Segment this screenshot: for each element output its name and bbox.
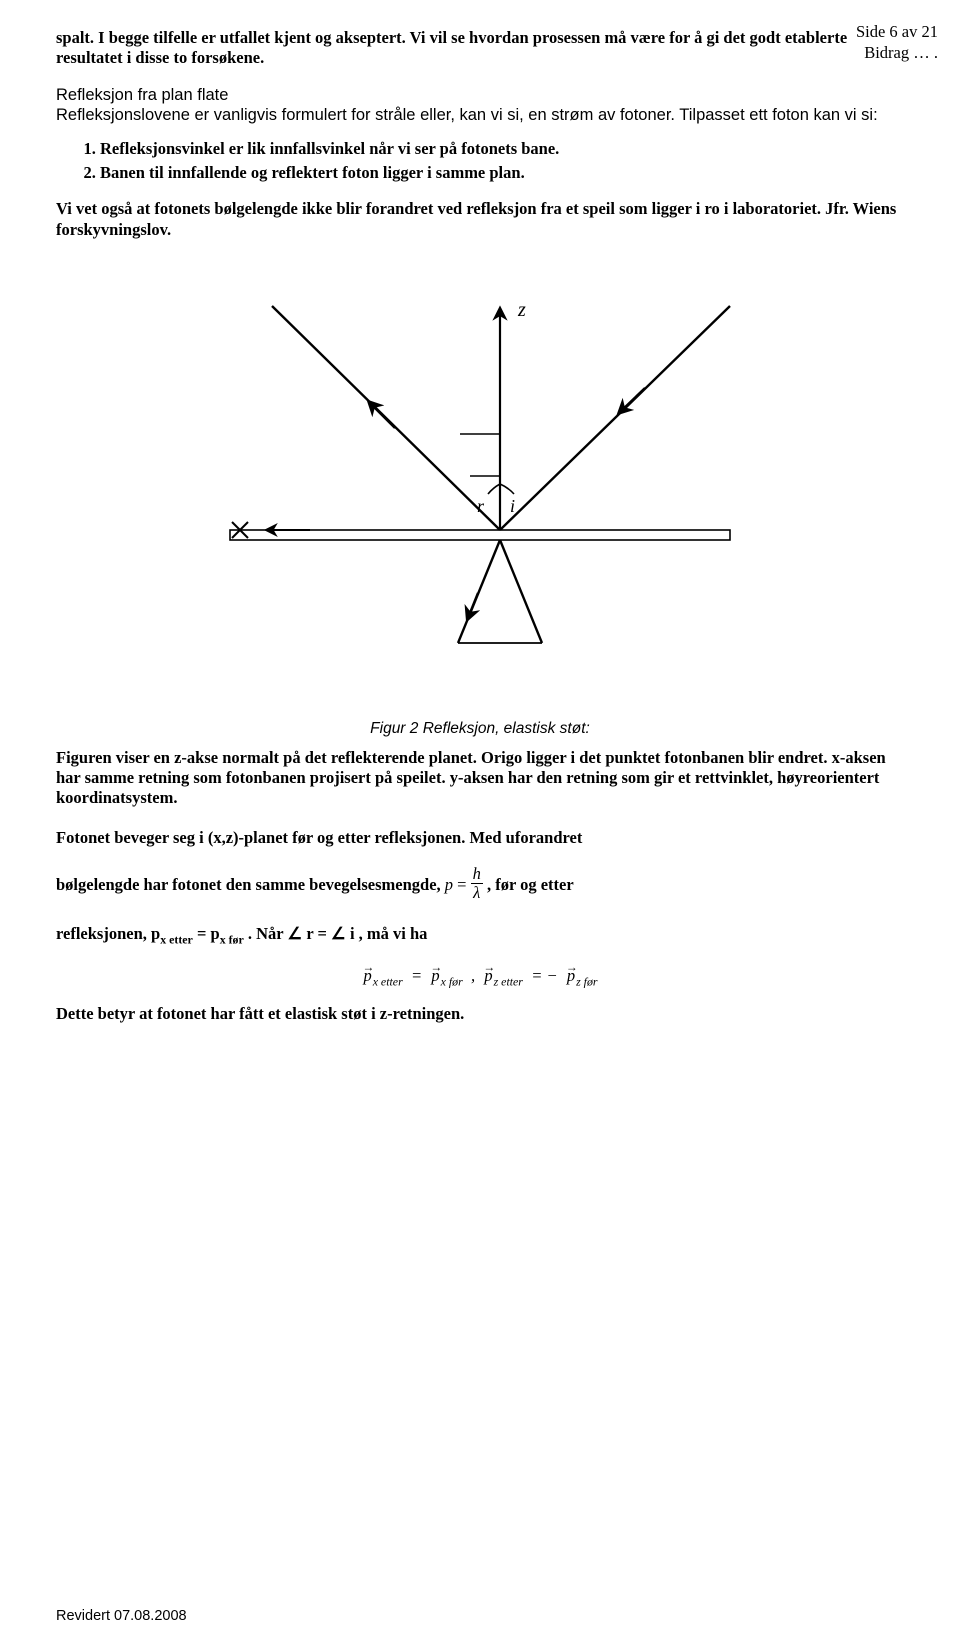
svg-text:z: z [517,299,526,321]
figure-2: z r i Figur 2 Refleksjon, elastisk støt: [56,258,904,738]
subscript: x etter [373,975,403,989]
equals: = [457,875,470,894]
text-fragment: . Når ∠ r = ∠ i , må vi ha [248,924,428,943]
page-header: Side 6 av 21 Bidrag … . [856,22,938,63]
figure-caption: Figur 2 Refleksjon, elastisk støt: [370,720,590,738]
p-vector: p [430,966,440,986]
wavelength-paragraph: Vi vet også at fotonets bølgelengde ikke… [56,199,904,239]
reflection-diagram-svg: z r i [170,258,790,708]
document-page: Side 6 av 21 Bidrag … . spalt. I begge t… [0,0,960,1648]
vector-equation: px etter = px før , pz etter = − pz før [56,966,904,989]
momentum-paragraph-line2: bølgelengde har fotonet den samme bevege… [56,868,904,904]
text-fragment: , før og etter [487,875,574,894]
text-fragment: refleksjonen, p [56,924,160,943]
section-body: Refleksjonslovene er vanligvis formulert… [56,105,904,125]
subscript: z før [576,975,597,989]
list-item: Refleksjonsvinkel er lik innfallsvinkel … [100,139,904,159]
p-vector: p [566,966,576,986]
reflection-laws-list: Refleksjonsvinkel er lik innfallsvinkel … [56,139,904,183]
fraction-denominator: λ [471,884,483,902]
p-vector: p [362,966,372,986]
section-heading: Refleksjon fra plan flate [56,86,904,105]
momentum-paragraph-line1: Fotonet beveger seg i (x,z)-planet før o… [56,826,904,850]
revision-footer: Revidert 07.08.2008 [56,1608,187,1624]
text-fragment: = p [197,924,220,943]
momentum-symbol: p [445,875,453,894]
svg-text:r: r [477,496,485,516]
momentum-paragraph-line3: refleksjonen, px etter = px før . Når ∠ … [56,922,904,949]
fraction-h-over-lambda: h λ [471,866,483,902]
subscript: x før [220,932,244,946]
fraction-numerator: h [471,866,483,885]
list-item: Banen til innfallende og reflektert foto… [100,163,904,183]
p-vector: p [483,966,493,986]
axes-paragraph: Figuren viser en z-akse normalt på det r… [56,748,904,808]
bidrag-label: Bidrag … . [856,43,938,64]
page-number: Side 6 av 21 [856,22,938,43]
subscript: x før [441,975,463,989]
intro-paragraph: spalt. I begge tilfelle er utfallet kjen… [56,28,904,68]
svg-text:i: i [510,496,515,516]
subscript: x etter [160,932,193,946]
subscript: z etter [494,975,523,989]
conclusion-paragraph: Dette betyr at fotonet har fått et elast… [56,1004,904,1024]
text-fragment: bølgelengde har fotonet den samme bevege… [56,875,445,894]
